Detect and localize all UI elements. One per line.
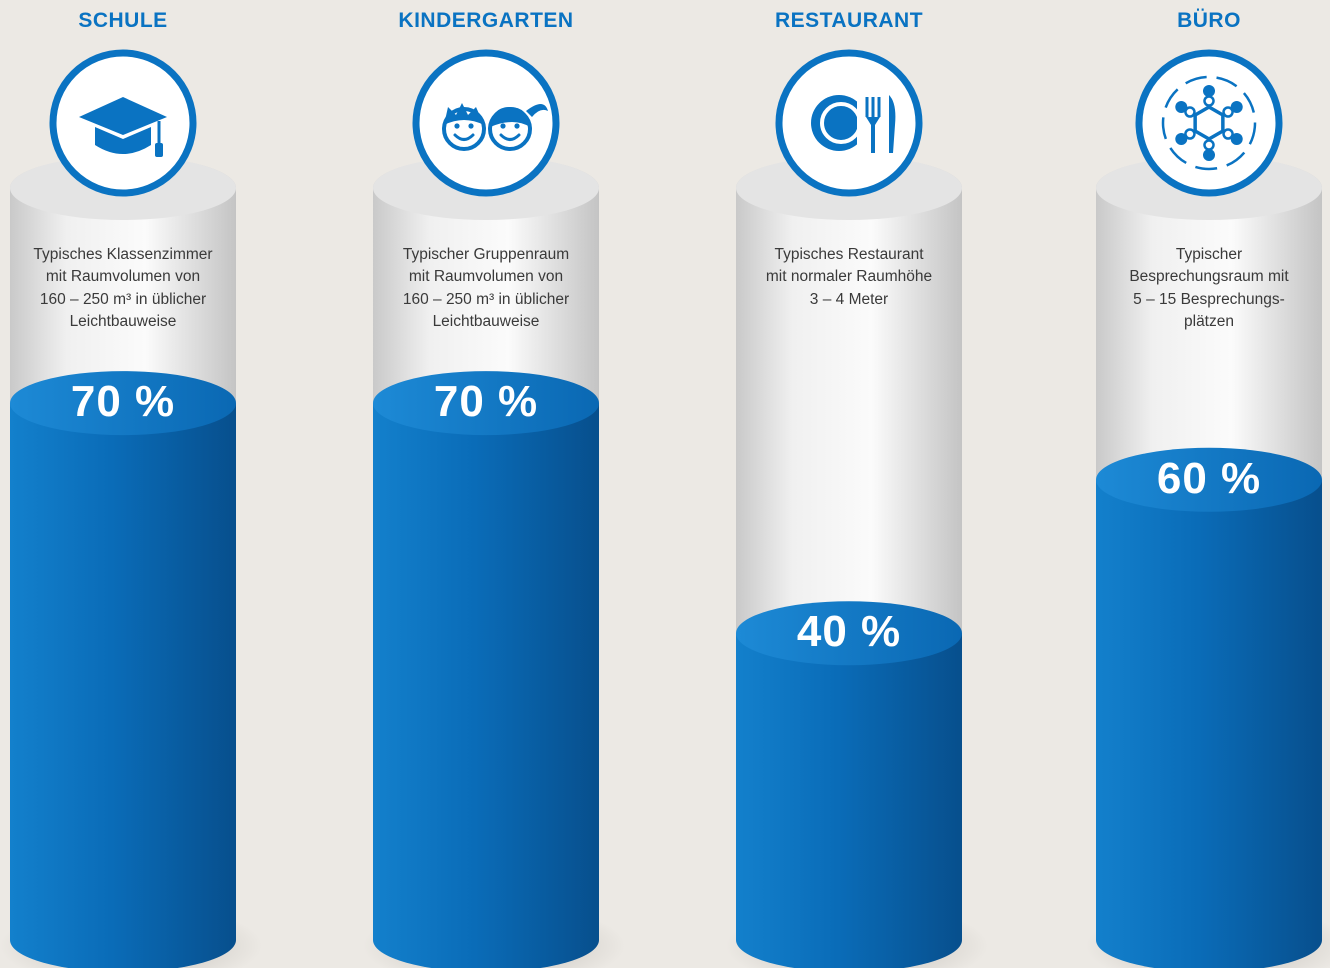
value-label: 70 % <box>70 377 176 427</box>
category-description: Typischer Gruppenraum mit Raumvolumen von… <box>383 244 589 334</box>
description-line: Typischer Gruppenraum <box>402 246 570 263</box>
description-line: Typischer <box>1175 246 1243 263</box>
meeting-table-icon <box>1161 75 1257 171</box>
value-bar-top <box>1096 447 1322 512</box>
category-description: Typischer Besprechungsraum mit 5 – 15 Besp… <box>1106 244 1312 334</box>
cylinder-empty-body <box>373 156 599 404</box>
description-line: 160 – 250 m³ in üblicher <box>39 290 207 308</box>
cylinder-column <box>726 49 988 968</box>
plate-cutlery-icon <box>811 93 896 153</box>
category-label: SCHULE <box>78 9 168 32</box>
category-label: RESTAURANT <box>774 9 924 32</box>
category-label: BÜRO <box>1177 9 1241 32</box>
value-bar-top <box>10 371 236 436</box>
description-line: mit normaler Raumhöhe <box>765 268 933 286</box>
description-line: Leichtbauweise <box>69 313 177 331</box>
category-label: KINDERGARTEN <box>398 9 574 32</box>
icon-badge <box>1135 49 1283 197</box>
icon-badge <box>412 49 560 197</box>
description-line: Typisches Klassenzimmer <box>33 246 213 263</box>
value-bar <box>10 403 236 968</box>
description-line: 5 – 15 Besprechungs- <box>1133 290 1285 308</box>
description-line: mit Raumvolumen von <box>45 268 201 286</box>
category-description: Typisches Restaurant mit normaler Raumhöh… <box>746 244 952 311</box>
description-line: 3 – 4 Meter <box>809 290 889 308</box>
value-bar <box>373 403 599 968</box>
cylinder-empty-body <box>1096 156 1322 480</box>
description-line: plätzen <box>1184 313 1234 331</box>
category-description: Typisches Klassenzimmer mit Raumvolumen v… <box>20 244 226 334</box>
value-label: 40 % <box>796 607 902 657</box>
value-bar <box>1096 479 1322 968</box>
graduation-cap-icon <box>79 97 167 157</box>
description-line: Besprechungsraum mit <box>1129 268 1289 286</box>
description-line: 160 – 250 m³ in üblicher <box>402 290 570 308</box>
value-bar-top <box>373 371 599 436</box>
description-line: Leichtbauweise <box>432 313 540 331</box>
cylinder-column <box>363 49 625 968</box>
cylinder-empty-body <box>10 156 236 404</box>
children-faces-icon <box>442 103 548 151</box>
cylinder-column <box>1086 49 1330 968</box>
value-label: 70 % <box>433 377 539 427</box>
cylinder-column <box>0 49 262 968</box>
description-line: Typisches Restaurant <box>774 246 924 263</box>
value-bar <box>736 633 962 968</box>
value-bar-top <box>736 601 962 666</box>
value-label: 60 % <box>1156 453 1262 503</box>
cylinder-empty-body <box>736 156 962 634</box>
description-line: mit Raumvolumen von <box>408 268 564 286</box>
